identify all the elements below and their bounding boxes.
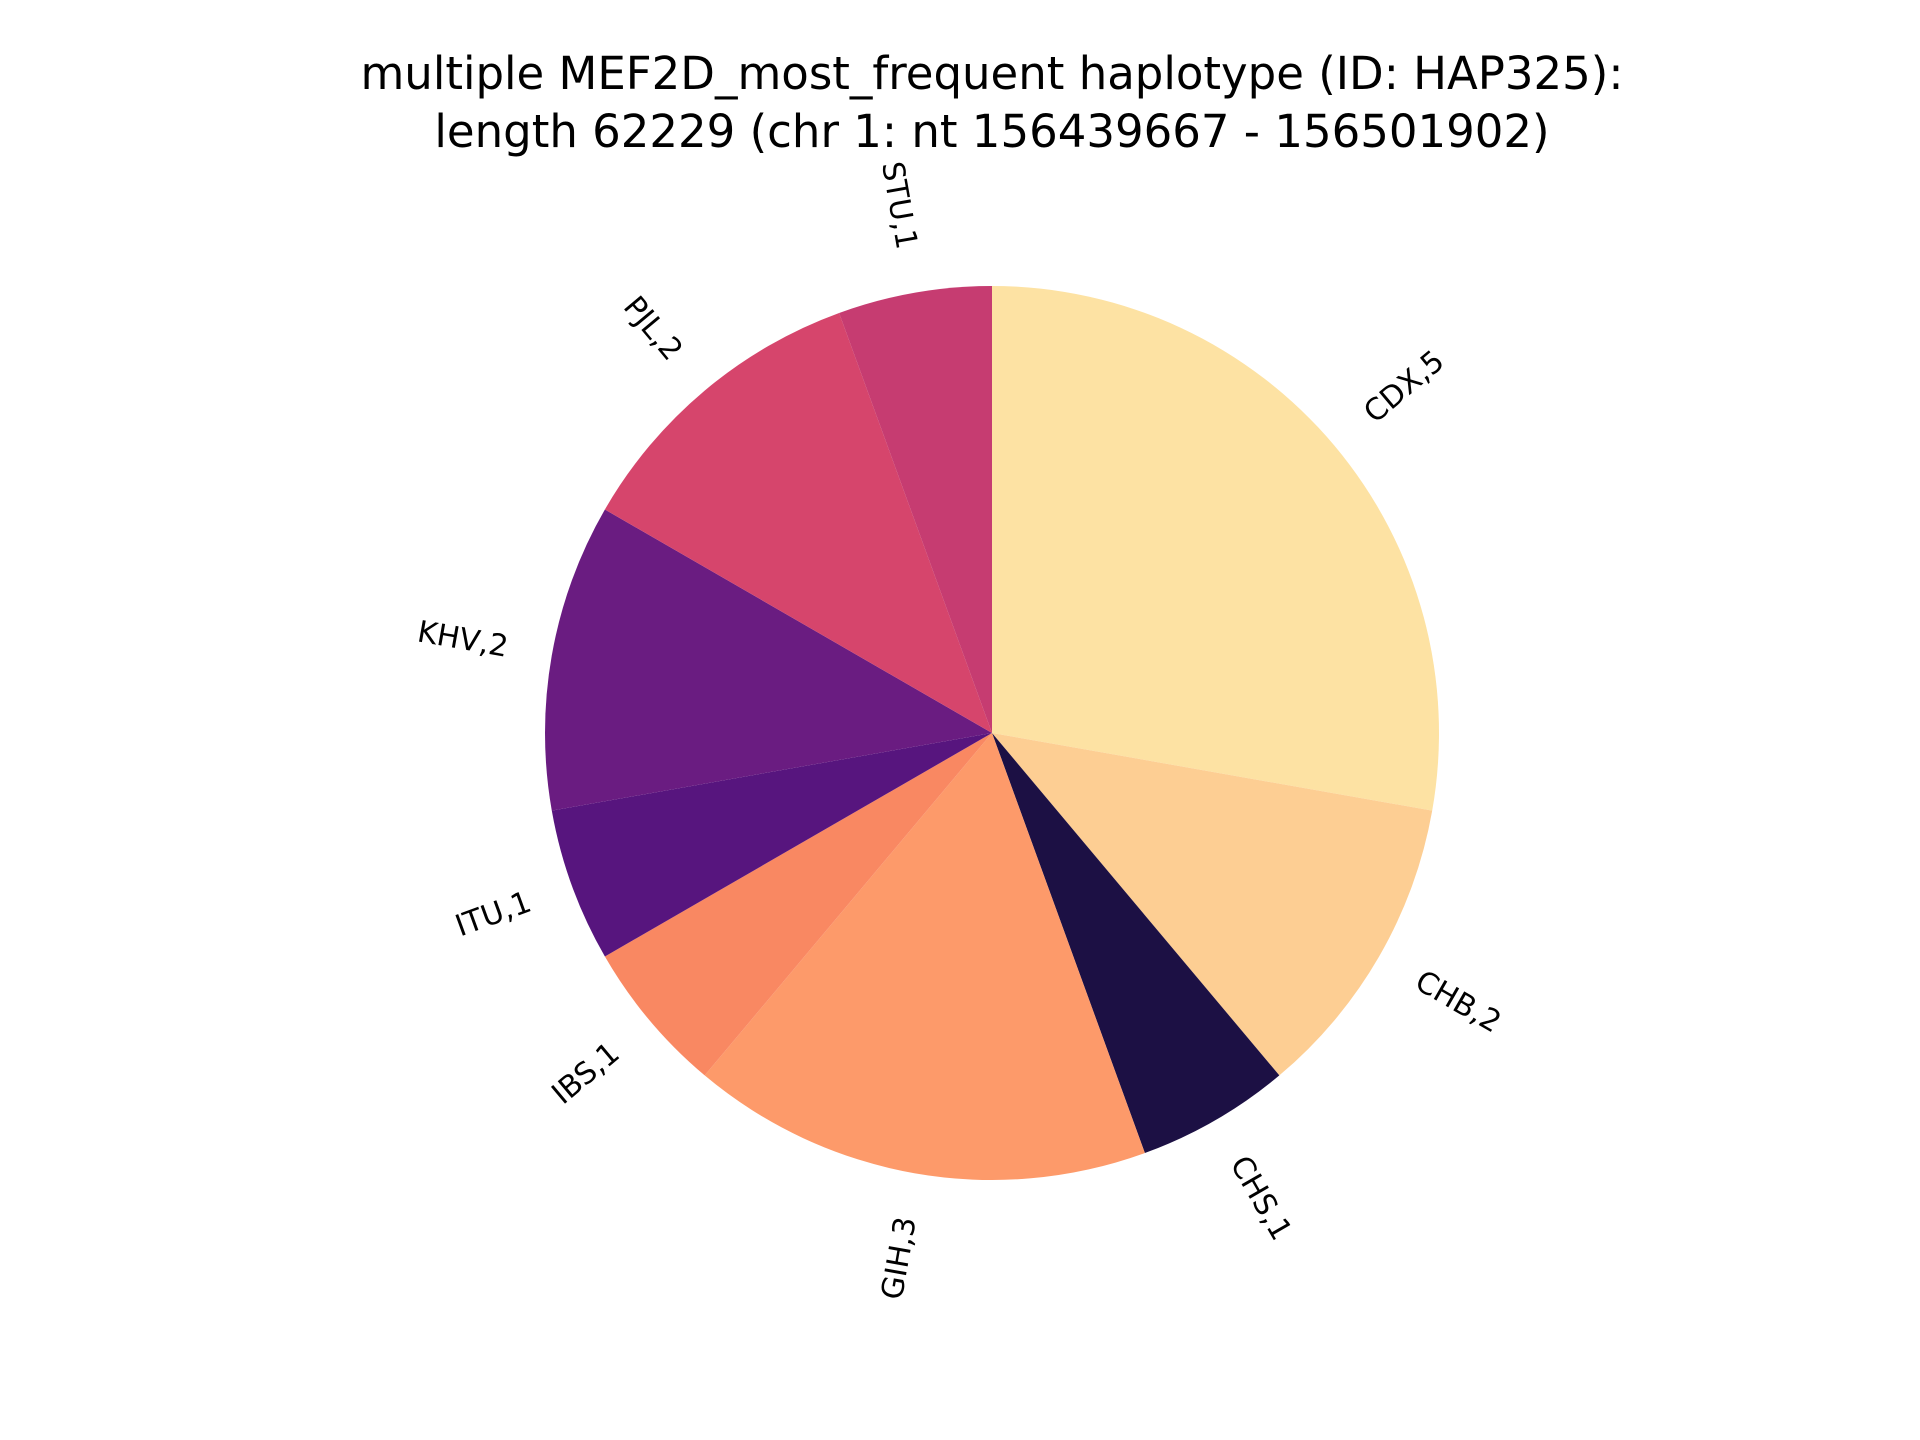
chart-title-line-2: length 62229 (chr 1: nt 156439667 - 1565… (434, 105, 1549, 158)
pie-slice-cdx (992, 286, 1440, 811)
pie-slice-itu (551, 733, 992, 957)
pie-slice-chb (992, 733, 1433, 1076)
pie-slices (545, 286, 1440, 1180)
slice-label-chb: CHB,2 (1409, 964, 1507, 1041)
pie-slice-gih (704, 733, 1145, 1180)
slice-label-ibs: IBS,1 (545, 1036, 626, 1112)
pie-slice-chs (992, 733, 1280, 1154)
chart-title-line-1: multiple MEF2D_most_frequent haplotype (… (360, 47, 1623, 100)
pie-slice-stu (839, 286, 992, 733)
slice-label-stu: STU,1 (874, 159, 924, 252)
pie-slice-khv (545, 509, 992, 811)
slice-label-gih: GIH,3 (875, 1214, 924, 1302)
slice-label-itu: ITU,1 (451, 885, 536, 944)
slice-label-pjl: PJL,2 (616, 290, 689, 368)
pie-slice-ibs (604, 733, 992, 1076)
slice-label-cdx: CDX,5 (1357, 344, 1451, 431)
pie-slice-pjl (604, 312, 992, 733)
slice-label-khv: KHV,2 (415, 615, 511, 665)
slice-label-chs: CHS,1 (1223, 1150, 1299, 1246)
